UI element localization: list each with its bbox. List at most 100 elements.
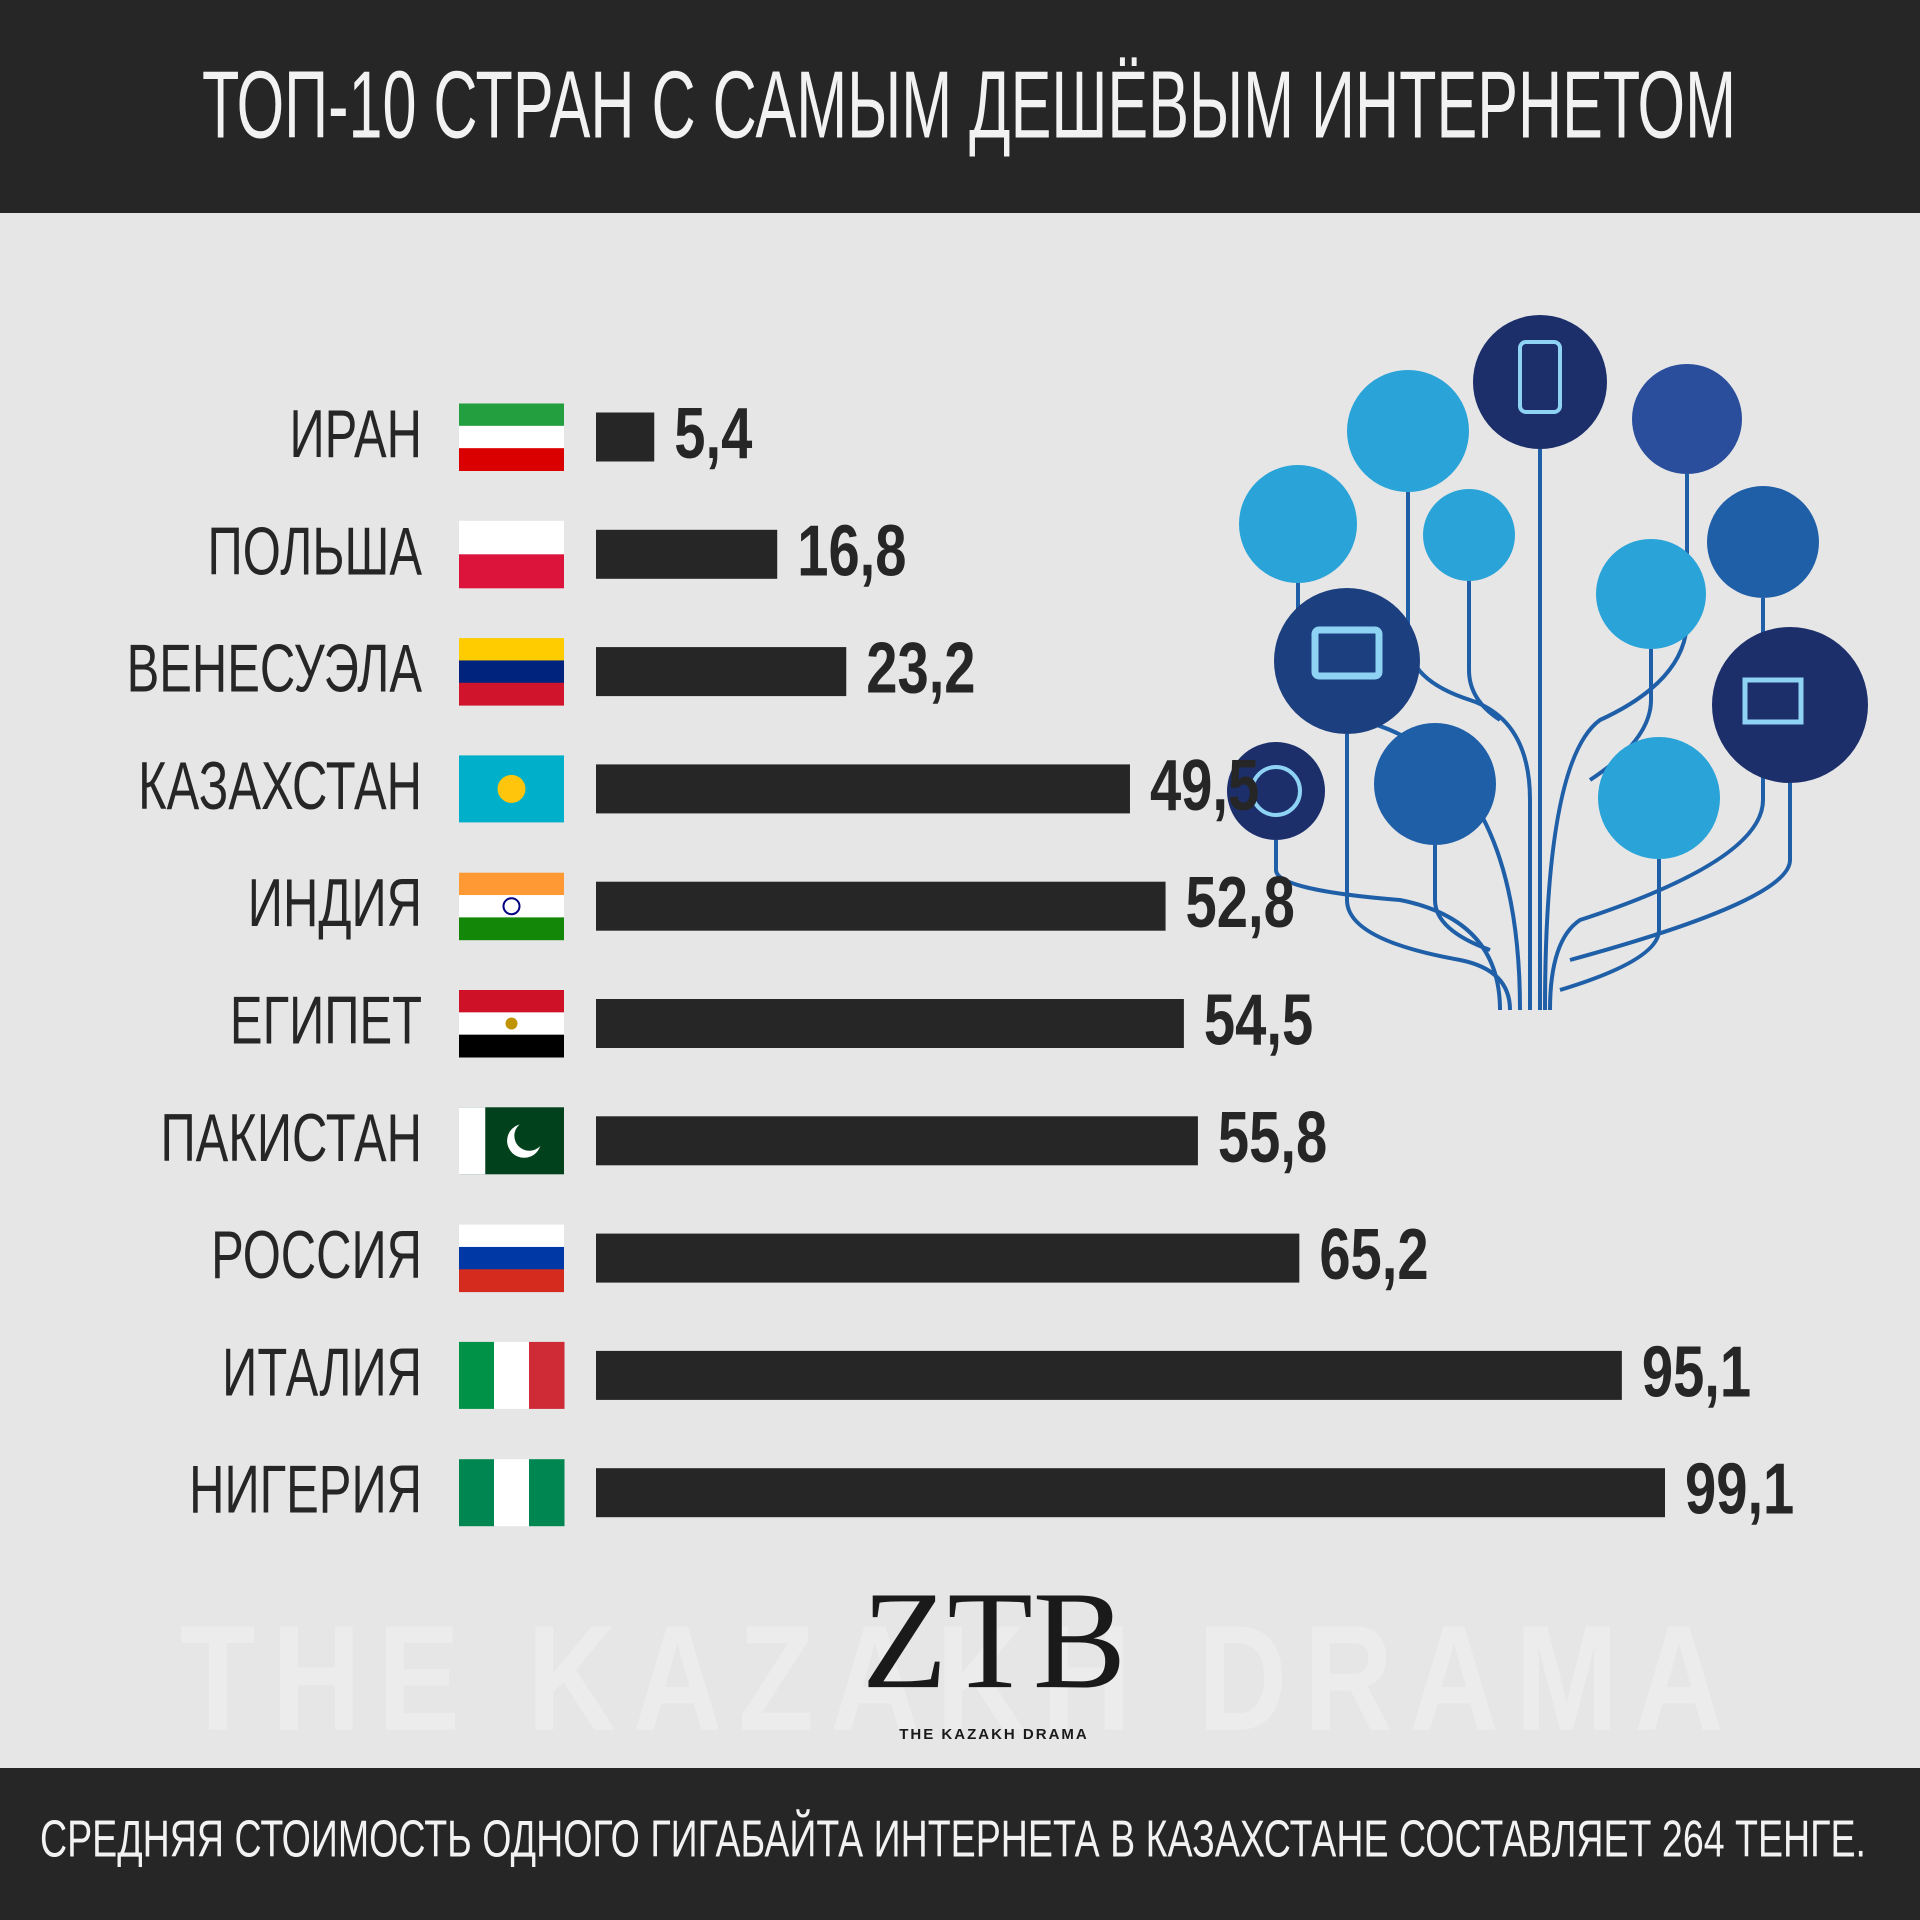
value-label-group: 23,2 — [866, 628, 975, 708]
bar — [596, 881, 1166, 931]
flag-part — [459, 990, 564, 1013]
flag — [459, 520, 564, 589]
flag-part — [459, 1246, 564, 1270]
bar — [596, 1116, 1198, 1166]
flag — [459, 638, 564, 706]
value-label-group: 99,1 — [1685, 1449, 1794, 1529]
flag — [459, 1341, 565, 1409]
flag-part — [459, 872, 564, 896]
flag — [459, 990, 564, 1058]
category-label: НИГЕРИЯ — [189, 1451, 422, 1528]
category-label-group: ЕГИПЕТ — [230, 981, 422, 1058]
category-label-group: ИНДИЯ — [248, 864, 422, 941]
flag-part — [459, 917, 564, 941]
bar — [596, 999, 1184, 1048]
flag-part — [505, 1017, 518, 1030]
flag-part — [529, 1459, 565, 1527]
flag-part — [514, 1120, 545, 1151]
logo: ZTB THE KAZAKH DRAMA — [862, 1563, 1126, 1743]
category-label: КАЗАХСТАН — [138, 747, 422, 824]
flag-part — [459, 403, 564, 427]
flag-part — [459, 638, 564, 661]
bar — [596, 1350, 1622, 1400]
value-label: 23,2 — [866, 628, 975, 708]
bar — [596, 1233, 1300, 1283]
category-label: ВЕНЕСУЭЛА — [127, 630, 423, 707]
flag-part — [497, 774, 526, 803]
flag-part — [459, 1269, 564, 1293]
category-label: ЕГИПЕТ — [230, 981, 422, 1058]
value-label: 65,2 — [1319, 1214, 1428, 1294]
footer-note: СРЕДНЯЯ СТОИМОСТЬ ОДНОГО ГИГАБАЙТА ИНТЕР… — [40, 1810, 1866, 1869]
value-label: 49,5 — [1150, 745, 1259, 825]
category-label: РОССИЯ — [211, 1216, 422, 1293]
category-label: ИНДИЯ — [248, 864, 422, 941]
flag-part — [502, 897, 521, 916]
flag-part — [459, 660, 564, 684]
category-label-group: КАЗАХСТАН — [138, 747, 422, 824]
value-label: 54,5 — [1204, 980, 1313, 1060]
flag — [459, 1107, 564, 1175]
flag-part — [459, 1459, 495, 1527]
value-label: 16,8 — [797, 511, 906, 591]
flag — [459, 755, 564, 823]
flag-part — [459, 1107, 486, 1175]
flag — [459, 1459, 565, 1527]
bar — [596, 647, 847, 697]
watermark: THE KAZAKH DRAMA — [180, 1594, 1740, 1762]
category-label: ИРАН — [289, 395, 422, 472]
network-illustration — [1227, 315, 1868, 1011]
bar-rows: ИРАН 5,4 ПОЛЬША 16,8 ВЕНЕСУЭЛА 23,2 КАЗАХСТАН 4… — [127, 393, 1795, 1529]
header-band — [0, 0, 1920, 213]
flag-part — [459, 895, 564, 918]
bar — [596, 1468, 1665, 1518]
value-label: 95,1 — [1642, 1332, 1751, 1412]
value-label: 5,4 — [674, 393, 752, 473]
flag-part — [459, 682, 564, 706]
logo-mark: ZTB — [862, 1563, 1126, 1718]
value-label-group: 95,1 — [1642, 1332, 1751, 1412]
value-label-group: 5,4 — [674, 393, 752, 473]
flag-part — [459, 1224, 564, 1248]
bar — [596, 412, 655, 462]
value-label: 99,1 — [1685, 1449, 1794, 1529]
logo-caption: THE KAZAKH DRAMA — [899, 1726, 1089, 1743]
value-label: 52,8 — [1186, 863, 1295, 943]
category-label-group: ВЕНЕСУЭЛА — [127, 630, 423, 707]
flag-part — [494, 1459, 530, 1527]
flag-part — [529, 1341, 565, 1409]
flag-part — [459, 448, 564, 471]
flag-part — [494, 1341, 530, 1409]
value-label-group: 55,8 — [1218, 1097, 1327, 1177]
flag-part — [459, 425, 564, 449]
value-label-group: 65,2 — [1319, 1214, 1428, 1294]
flag-part — [459, 1034, 564, 1058]
chart-title: ТОП-10 СТРАН С САМЫМ ДЕШЁВЫМ ИНТЕРНЕТОМ — [202, 51, 1736, 158]
value-label-group: 52,8 — [1186, 863, 1295, 943]
flag — [459, 1224, 564, 1293]
bar — [596, 764, 1130, 814]
category-label-group: ПОЛЬША — [208, 512, 423, 589]
bar — [596, 529, 778, 579]
category-label-group: НИГЕРИЯ — [189, 1451, 422, 1528]
value-label-group: 54,5 — [1204, 980, 1313, 1060]
footer-band — [0, 1768, 1920, 1920]
category-label: ПАКИСТАН — [160, 1099, 422, 1176]
flag — [459, 872, 564, 941]
flag-part — [459, 1341, 495, 1409]
category-label-group: ИРАН — [289, 395, 422, 472]
category-label-group: ИТАЛИЯ — [222, 1333, 422, 1410]
category-label: ПОЛЬША — [208, 512, 423, 589]
category-label: ИТАЛИЯ — [222, 1333, 422, 1410]
value-label-group: 16,8 — [797, 511, 906, 591]
value-label-group: 49,5 — [1150, 745, 1259, 825]
value-label: 55,8 — [1218, 1097, 1327, 1177]
flag-part — [459, 520, 564, 555]
category-label-group: РОССИЯ — [211, 1216, 422, 1293]
flag — [459, 403, 564, 471]
flag-part — [459, 554, 564, 589]
category-label-group: ПАКИСТАН — [160, 1099, 422, 1176]
